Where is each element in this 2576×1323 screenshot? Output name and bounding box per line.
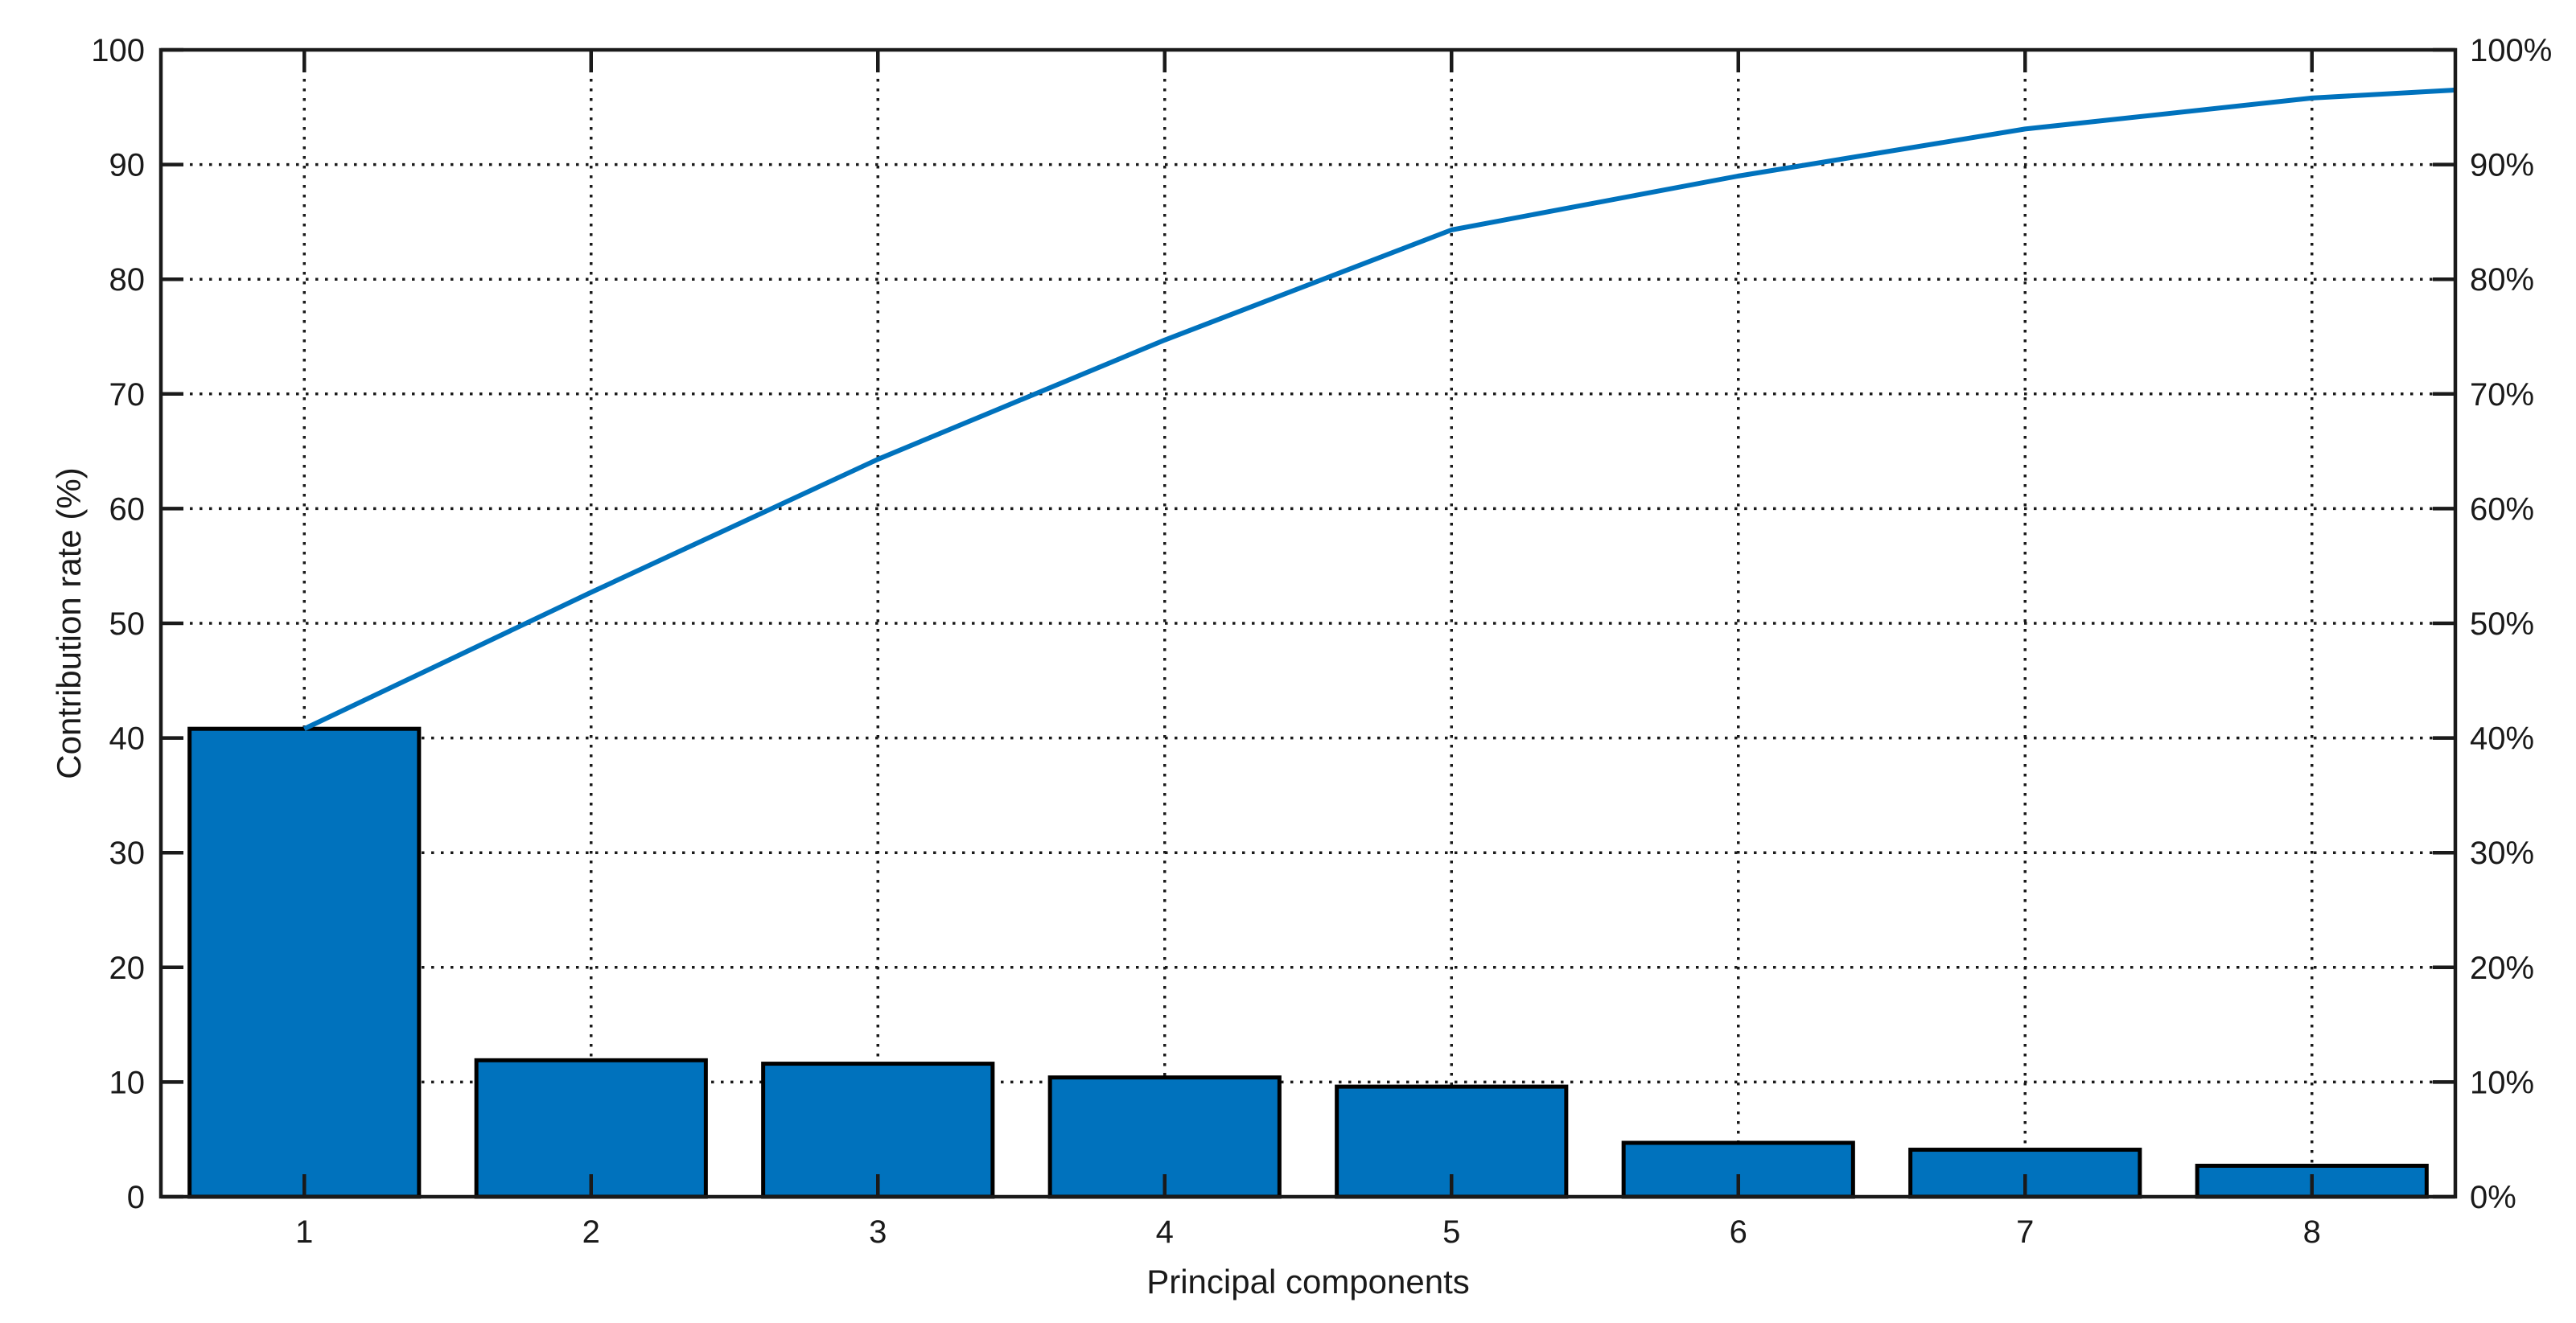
gridlines-layer	[161, 50, 2455, 1197]
x-axis-tick-label: 8	[2303, 1214, 2321, 1250]
left-axis-tick-label: 100	[91, 33, 145, 68]
x-axis-tick-label: 5	[1442, 1214, 1460, 1250]
right-axis-tick-labels: 0% 10% 20% 30% 40% 50% 60% 70% 80% 90% 100%	[2470, 33, 2552, 1215]
left-axis-tick-label: 50	[109, 606, 146, 642]
right-axis-tick-label: 100%	[2470, 33, 2552, 68]
x-axis-tick-label: 2	[582, 1214, 600, 1250]
contribution-bar	[187, 726, 422, 1199]
right-axis-tick-label: 0%	[2470, 1180, 2516, 1215]
x-axis-tick-label: 6	[1730, 1214, 1747, 1250]
left-axis-tick-label: 0	[127, 1180, 145, 1215]
x-axis-tick-label: 3	[869, 1214, 887, 1250]
bar-series-layer	[187, 726, 2429, 1199]
plot-border	[158, 47, 2458, 1199]
right-axis-tick-label: 80%	[2470, 262, 2534, 298]
x-axis-title: Principal components	[1146, 1263, 1470, 1300]
right-axis-tick-label: 10%	[2470, 1065, 2534, 1100]
left-axis-tick-label: 90	[109, 148, 146, 183]
right-axis-tick-label: 40%	[2470, 721, 2534, 757]
cumulative-line-layer	[302, 87, 2456, 731]
y-axis-title: Contribution rate (%)	[50, 467, 88, 779]
left-axis-tick-label: 40	[109, 721, 146, 757]
right-axis-tick-label: 60%	[2470, 491, 2534, 527]
left-axis-tick-label: 20	[109, 951, 146, 986]
right-axis-tick-label: 70%	[2470, 377, 2534, 413]
left-axis-tick-labels: 0 10 20 30 40 50 60 70 80 90 100	[91, 33, 145, 1215]
x-axis-tick-label: 7	[2016, 1214, 2034, 1250]
right-axis-tick-label: 20%	[2470, 951, 2534, 986]
left-axis-tick-label: 80	[109, 262, 146, 298]
right-axis-tick-label: 50%	[2470, 606, 2534, 642]
left-axis-tick-label: 70	[109, 377, 146, 413]
left-axis-tick-label: 10	[109, 1065, 146, 1100]
cumulative-line	[302, 87, 2456, 731]
right-axis-tick-label: 30%	[2470, 836, 2534, 871]
right-axis-tick-label: 90%	[2470, 148, 2534, 183]
left-axis-tick-label: 60	[109, 491, 146, 527]
left-axis-tick-label: 30	[109, 836, 146, 871]
x-axis-tick-label: 1	[295, 1214, 313, 1250]
x-axis-tick-label: 4	[1156, 1214, 1174, 1250]
x-axis-tick-labels: 1 2 3 4 5 6 7 8	[295, 1214, 2321, 1250]
